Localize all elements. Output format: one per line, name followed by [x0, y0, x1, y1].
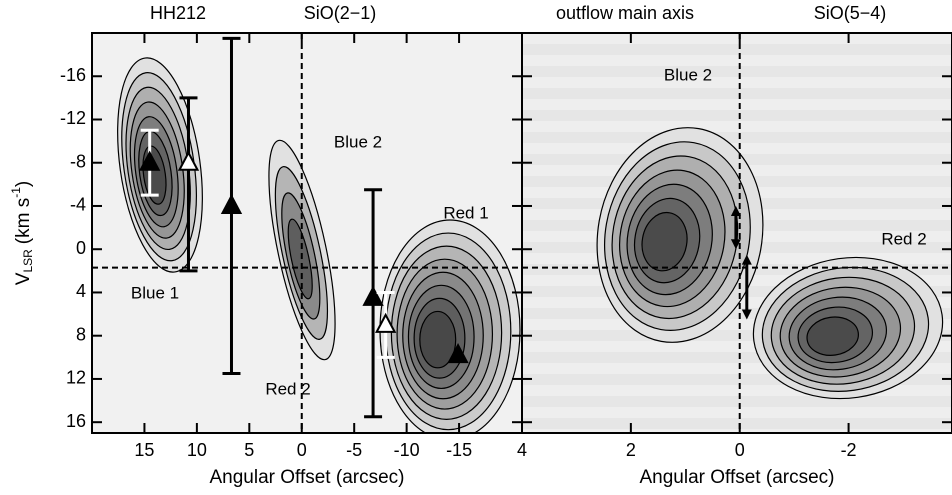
x-tick-label: 5: [244, 440, 254, 460]
y-axis-label: VLSR (km s-1): [9, 181, 35, 285]
noise-stripe: [522, 407, 952, 418]
y-axis-label-part: LSR: [21, 249, 35, 273]
x-tick-label: -2: [841, 440, 857, 460]
panel-label: HH212: [150, 3, 206, 23]
noise-stripe: [522, 55, 952, 66]
x-axis-label: Angular Offset (arcsec): [209, 467, 404, 488]
y-axis-label-part: (km s: [13, 198, 34, 244]
noise-stripe: [522, 363, 952, 374]
x-tick-label: 0: [735, 440, 745, 460]
triangle-marker: [220, 193, 243, 214]
panel: [522, 33, 952, 433]
noise-stripe: [522, 341, 952, 352]
x-tick-label: -15: [446, 440, 472, 460]
x-tick-label: 4: [517, 440, 527, 460]
y-tick-label: 16: [66, 411, 86, 431]
noise-stripe: [522, 319, 952, 330]
x-axis-label: Angular Offset (arcsec): [639, 467, 834, 488]
x-tick-label: -5: [346, 440, 362, 460]
triangle-marker: [362, 285, 384, 306]
y-tick-label: 4: [76, 281, 86, 301]
noise-stripe: [522, 77, 952, 88]
contour: [287, 218, 313, 300]
contour: [641, 211, 688, 272]
annotation: Blue 2: [664, 65, 712, 84]
contour: [419, 310, 457, 369]
y-tick-label: -16: [60, 65, 86, 85]
triangle-marker: [374, 312, 397, 333]
noise-stripe: [522, 33, 952, 44]
panel-label: SiO(2−1): [304, 3, 377, 23]
x-tick-label: 15: [134, 440, 154, 460]
y-tick-label: 8: [76, 324, 86, 344]
noise-stripe: [522, 143, 952, 154]
frame: [521, 32, 952, 434]
y-axis-label-part: ): [13, 181, 34, 187]
panel: [92, 33, 522, 433]
triangle-marker: [139, 150, 161, 171]
x-tick-label: 0: [297, 440, 307, 460]
x-tick-label: -10: [394, 440, 420, 460]
noise-stripe: [522, 385, 952, 396]
annotation: Red 2: [265, 379, 310, 398]
arrow-head: [741, 309, 752, 320]
y-tick-label: -8: [70, 151, 86, 171]
y-tick-label: 12: [66, 368, 86, 388]
y-axis-label-part: V: [13, 272, 34, 285]
arrow-head: [730, 205, 741, 216]
y-axis-label-part: -1: [9, 187, 23, 198]
annotation: Red 1: [443, 203, 488, 222]
x-tick-label: 2: [626, 440, 636, 460]
annotation: Red 2: [881, 229, 926, 248]
triangle-marker: [177, 150, 200, 171]
arrow-head: [741, 254, 752, 265]
y-tick-label: -12: [60, 108, 86, 128]
panel-label: outflow main axis: [556, 3, 694, 23]
y-tick-label: 0: [76, 238, 86, 258]
annotation: Blue 2: [334, 132, 382, 151]
panel-label: SiO(5−4): [814, 3, 887, 23]
contour: [806, 316, 859, 356]
noise-stripe: [522, 99, 952, 110]
noise-stripe: [522, 429, 952, 433]
triangle-marker: [447, 343, 469, 364]
arrow-head: [730, 239, 741, 250]
annotation: Blue 1: [131, 283, 179, 302]
y-tick-label: -4: [70, 195, 86, 215]
x-tick-label: 10: [187, 440, 207, 460]
noise-stripe: [522, 121, 952, 132]
